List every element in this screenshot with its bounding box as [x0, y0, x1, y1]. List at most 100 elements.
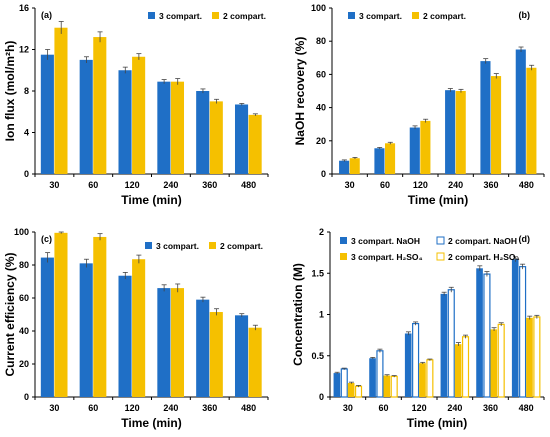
y-tick-label: 100	[14, 227, 29, 237]
bar	[497, 323, 505, 398]
bar	[455, 91, 466, 174]
legend-swatch	[436, 236, 445, 245]
bar	[347, 382, 355, 397]
x-tick-label: 480	[519, 403, 534, 413]
panel-label: (d)	[519, 234, 531, 244]
bar	[54, 27, 68, 175]
bar	[40, 54, 54, 174]
x-axis-label: Time (min)	[121, 416, 181, 430]
bar	[454, 344, 462, 397]
x-tick-label: 60	[88, 403, 98, 413]
bar	[369, 358, 376, 397]
bar	[480, 61, 491, 175]
bar	[157, 81, 171, 174]
bar	[390, 375, 398, 398]
legend: 3 compart. 2 compart.	[148, 11, 266, 21]
y-axis-label: Ion flux (mol/m²h)	[3, 41, 17, 142]
bar	[196, 91, 210, 174]
bar	[447, 289, 455, 398]
bar	[461, 336, 470, 398]
bar	[374, 148, 385, 174]
bar	[420, 120, 431, 174]
bar	[132, 259, 146, 397]
bar	[196, 299, 210, 397]
bar	[132, 56, 146, 175]
y-axis-label: Concentration (M)	[291, 263, 305, 366]
legend-swatch	[212, 12, 219, 19]
bar	[383, 375, 391, 397]
legend: 3 compart. 2 compart.	[145, 241, 263, 251]
bar	[419, 363, 426, 397]
bar	[385, 143, 396, 174]
bar	[426, 359, 434, 398]
x-tick-label: 30	[49, 180, 59, 190]
x-tick-label: 120	[413, 180, 428, 190]
x-axis-label: Time (min)	[121, 193, 181, 207]
bar	[483, 273, 491, 398]
y-tick-label: 80	[316, 36, 326, 46]
y-tick-label: 60	[316, 69, 326, 79]
legend-swatch	[209, 242, 216, 249]
legend-label: 2 compart.	[423, 11, 466, 21]
x-tick-label: 240	[448, 180, 463, 190]
legend-swatch	[436, 252, 445, 261]
y-tick-label: 0	[321, 169, 326, 179]
y-tick-label: 0	[24, 169, 29, 179]
y-tick-label: 20	[19, 359, 29, 369]
bar	[248, 327, 262, 397]
bar	[476, 268, 483, 397]
panel-label: (a)	[41, 10, 52, 20]
y-axis-label: NaOH recovery (%)	[293, 37, 307, 146]
legend-swatch	[145, 242, 152, 249]
panel-label: (b)	[519, 10, 531, 20]
bar	[40, 257, 54, 397]
legend-label: 3 compart.	[156, 241, 199, 251]
x-tick-label: 240	[447, 403, 462, 413]
y-tick-label: 60	[19, 293, 29, 303]
bar	[79, 59, 93, 174]
y-tick-label: 1	[319, 310, 324, 320]
legend: 3 compart. NaOH 2 compart. NaOH 3 compart.…	[340, 236, 520, 262]
legend-label: 2 compart.	[223, 11, 266, 21]
legend-swatch	[340, 253, 347, 260]
legend-label: 3 compart.	[159, 11, 202, 21]
bar	[349, 158, 360, 174]
bar	[118, 275, 132, 397]
bar	[376, 350, 384, 398]
legend-label: 3 compart.	[359, 11, 402, 21]
chart-panel-4: 0 0.5 1 1.5 2 30 60 120 240 360 480 Time (min) Conce…	[291, 227, 545, 430]
y-tick-label: 100	[311, 3, 326, 13]
y-tick-label: 12	[19, 45, 29, 55]
x-tick-label: 360	[202, 180, 217, 190]
x-axis-label: Time (min)	[408, 193, 468, 207]
bar	[333, 373, 341, 397]
legend-swatch	[148, 12, 155, 19]
bar	[511, 259, 519, 397]
bar	[234, 104, 249, 174]
legend: 3 compart. 2 compart.	[348, 11, 466, 21]
bar	[440, 293, 448, 397]
bar	[54, 232, 68, 397]
bar	[170, 81, 185, 174]
chart-panel-2: 0 20 40 60 80 100 30 60 120 240 360 480 Time (min) Na…	[293, 3, 545, 207]
bar	[409, 127, 420, 174]
legend-label: 3 compart. H₂SO₄	[351, 252, 423, 262]
bar	[404, 333, 412, 397]
bar	[118, 70, 132, 174]
y-axis-label: Current efficiency (%)	[3, 252, 17, 376]
legend-label: 2 compart. NaOH	[448, 236, 517, 246]
bar	[209, 312, 223, 397]
bar	[339, 160, 350, 174]
x-tick-label: 30	[345, 180, 355, 190]
y-tick-label: 1.5	[311, 268, 324, 278]
x-axis-label: Time (min)	[407, 416, 467, 430]
bar	[412, 322, 420, 398]
x-tick-label: 240	[163, 403, 178, 413]
panel-label: (c)	[41, 234, 52, 244]
x-tick-label: 60	[88, 180, 98, 190]
x-tick-label: 360	[202, 403, 217, 413]
y-tick-label: 20	[316, 136, 326, 146]
bar	[157, 288, 171, 397]
x-tick-label: 120	[125, 403, 140, 413]
